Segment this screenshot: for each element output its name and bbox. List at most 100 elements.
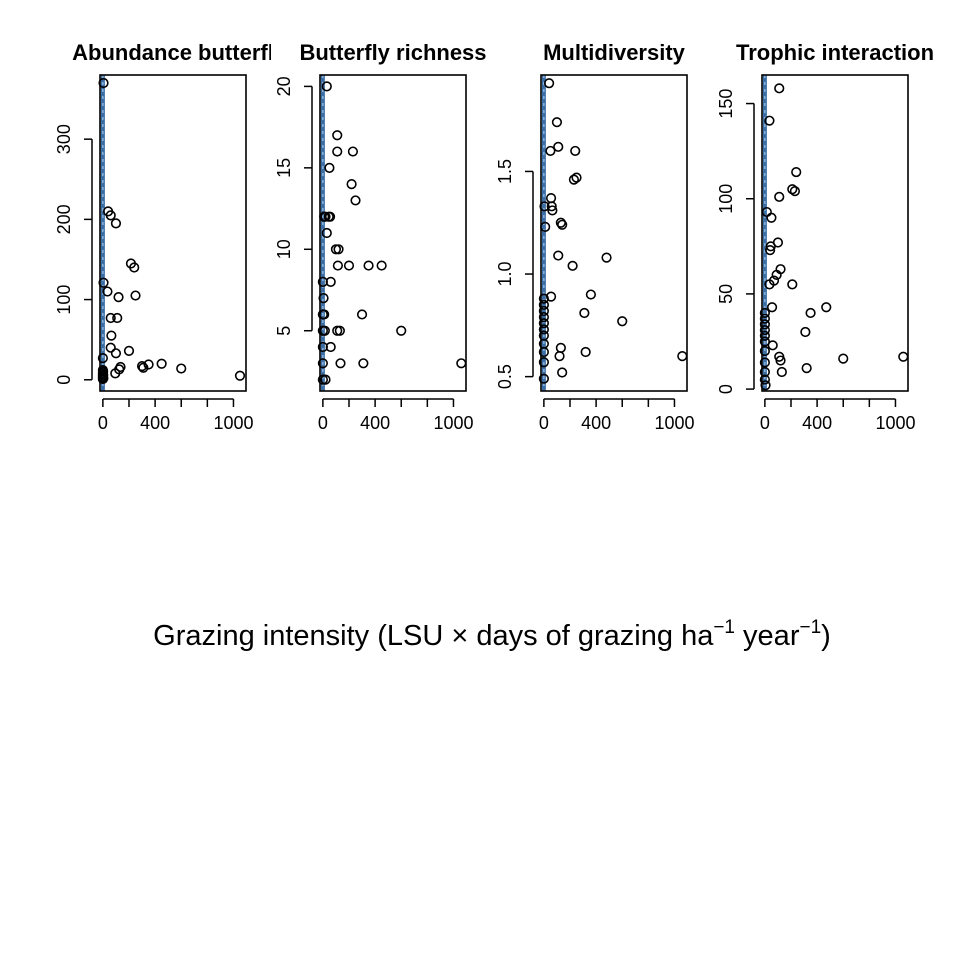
x-tick-label: 1000 (654, 413, 694, 433)
y-tick-label: 20 (274, 76, 294, 96)
shared-x-axis-label: Grazing intensity (LSU × days of grazing… (153, 617, 831, 652)
y-tick-label: 300 (54, 124, 74, 154)
data-point (98, 373, 109, 384)
data-point (350, 195, 361, 206)
x-tick-label: 1000 (433, 413, 473, 433)
data-point (538, 324, 549, 335)
data-point (759, 374, 770, 385)
data-point (538, 373, 549, 384)
data-point (123, 345, 135, 356)
data-point (333, 244, 344, 255)
data-point (601, 252, 612, 263)
x-tick-label: 400 (360, 413, 390, 433)
panel-title: Butterfly richness (299, 40, 486, 65)
data-point (759, 345, 770, 357)
data-point (332, 260, 343, 271)
data-point (771, 269, 782, 280)
data-point (234, 370, 246, 381)
data-point (546, 201, 557, 212)
data-point (335, 358, 346, 369)
data-point (332, 130, 343, 141)
data-point (320, 374, 331, 385)
data-point (138, 362, 149, 373)
data-point (789, 186, 801, 197)
data-point (156, 358, 167, 369)
y-tick-label: 5 (274, 326, 294, 336)
data-point (775, 355, 786, 366)
data-point (129, 262, 140, 273)
data-point (317, 358, 328, 369)
data-point (557, 367, 568, 378)
y-tick-label: 50 (716, 284, 736, 304)
data-point (759, 324, 770, 336)
data-point (346, 179, 357, 190)
data-point (110, 348, 122, 359)
y-tick-label: 200 (54, 204, 74, 234)
data-point (114, 364, 125, 375)
data-point (105, 312, 116, 324)
data-point (800, 326, 811, 338)
data-point (764, 115, 775, 126)
x-tick-label: 400 (140, 413, 170, 433)
data-point (568, 174, 580, 185)
data-point (774, 83, 785, 94)
panel-3: Multidiversity 0 400 1000 0.5 1.0 1.5 (495, 40, 694, 433)
data-point (538, 299, 549, 310)
y-tick-label: 150 (716, 89, 736, 119)
data-point (325, 276, 336, 287)
data-point (356, 309, 368, 320)
data-point (545, 291, 557, 302)
data-point (343, 260, 355, 271)
data-point (838, 353, 849, 364)
x-tick-label: 1000 (213, 413, 253, 433)
data-point (98, 369, 109, 381)
data-point (767, 340, 778, 351)
data-point (97, 353, 108, 364)
data-point (570, 145, 581, 157)
data-point (787, 184, 798, 195)
data-point (766, 212, 777, 223)
data-point (334, 325, 345, 336)
data-point (579, 307, 590, 319)
x-tick-label: 0 (98, 413, 108, 433)
x-tick-label: 0 (539, 413, 549, 433)
y-tick-label: 10 (274, 239, 294, 259)
y-tick-label: 1.5 (495, 159, 515, 184)
data-point (787, 279, 798, 290)
data-point (791, 166, 802, 178)
x-tick-label: 400 (581, 413, 611, 433)
data-point (320, 211, 331, 222)
data-point (547, 205, 558, 216)
data-point (821, 302, 832, 313)
data-point (324, 211, 336, 222)
data-point (347, 146, 359, 157)
y-tick-label: 100 (716, 184, 736, 214)
data-point (759, 319, 770, 330)
x-tick-label: 1000 (875, 413, 915, 433)
data-point (110, 218, 122, 229)
data-point (396, 325, 407, 336)
y-tick-label: 0.5 (495, 364, 515, 389)
panel-title: Trophic interaction (736, 40, 934, 65)
data-point (772, 237, 784, 248)
data-point (538, 305, 549, 317)
data-point (538, 312, 549, 323)
data-point (321, 81, 332, 92)
panel-title: Multidiversity (543, 40, 686, 65)
data-point (106, 330, 117, 341)
data-point (553, 250, 564, 261)
data-point (580, 346, 591, 358)
data-point (759, 366, 770, 378)
data-point (113, 292, 124, 303)
y-tick-label: 0 (716, 384, 736, 394)
data-point (553, 141, 564, 152)
data-point (363, 260, 374, 271)
data-point (98, 366, 109, 377)
plot-frame (319, 74, 467, 392)
data-point (555, 342, 566, 354)
data-point (324, 162, 335, 173)
data-point (321, 227, 332, 239)
data-point (376, 260, 387, 271)
